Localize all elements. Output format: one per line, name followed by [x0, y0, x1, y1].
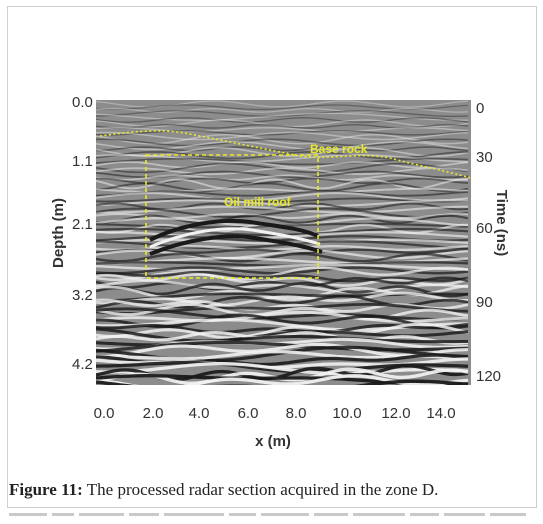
reflection-band: [149, 227, 321, 249]
reflection-band: [96, 199, 469, 207]
time-tick-label: 0: [476, 100, 484, 117]
reflection-band: [96, 161, 469, 169]
reflection-band: [96, 100, 469, 108]
reflection-band: [96, 340, 469, 353]
reflection-band: [96, 131, 469, 141]
oil-mill-roof-box: [145, 154, 319, 279]
reflection-band: [96, 174, 469, 181]
reflection-band: [96, 110, 469, 117]
time-tick-label: 120: [476, 368, 501, 385]
reflection-band: [96, 322, 469, 340]
reflection-band: [96, 162, 469, 174]
reflection-band: [96, 214, 469, 224]
reflection-band: [96, 119, 469, 128]
reflection-band: [96, 281, 469, 298]
time-tick-label: 60: [476, 220, 493, 237]
reflection-band: [96, 112, 469, 121]
reflection-band: [96, 104, 469, 111]
y-axis-right-title: Time (ns): [493, 190, 510, 256]
reflection-band: [96, 108, 469, 113]
reflection-band: [96, 146, 469, 152]
reflection-band: [96, 190, 469, 197]
y-axis-right-ticks: 0 30 60 90 120: [476, 100, 501, 385]
x-axis-title: x (m): [255, 433, 291, 450]
x-tick-label: 0.0: [94, 405, 115, 422]
base-rock-line: [99, 130, 472, 179]
reflection-band: [96, 117, 469, 123]
reflection-band: [96, 207, 469, 219]
reflection-band: [96, 245, 469, 251]
y-tick-label: 3.2: [72, 287, 93, 304]
reflection-band: [96, 197, 469, 203]
reflection-band: [96, 192, 469, 202]
reflection-band: [96, 182, 469, 192]
reflection-band: [96, 302, 469, 315]
time-tick-label: 30: [476, 149, 493, 166]
reflection-band: [149, 218, 319, 242]
radargram-reflections: [96, 100, 469, 385]
reflection-band: [96, 291, 468, 307]
x-axis-ticks: 0.0 2.0 4.0 6.0 8.0 10.0 12.0 14.0: [94, 405, 456, 422]
x-tick-label: 12.0: [381, 405, 410, 422]
reflection-band: [96, 276, 469, 291]
x-tick-label: 2.0: [143, 405, 164, 422]
figure-caption-text: The processed radar section acquired in …: [82, 480, 439, 499]
x-tick-label: 8.0: [286, 405, 307, 422]
reflection-band: [96, 124, 469, 129]
reflection-band: [96, 134, 469, 145]
y-tick-label: 2.1: [72, 216, 93, 233]
reflection-band: [96, 167, 469, 176]
y-axis-left-title: Depth (m): [50, 198, 67, 268]
figure-caption: Figure 11: The processed radar section a…: [9, 480, 539, 500]
reflection-band: [96, 157, 469, 166]
next-text-line-clipped: [9, 513, 534, 524]
reflection-band: [96, 129, 469, 136]
x-tick-label: 14.0: [426, 405, 455, 422]
reflection-band: [96, 147, 469, 157]
y-tick-label: 0.0: [72, 94, 93, 111]
figure-caption-label: Figure 11:: [9, 480, 83, 499]
x-tick-label: 4.0: [189, 405, 210, 422]
reflection-band: [96, 298, 469, 313]
base-rock-label: Base rock: [310, 142, 368, 156]
reflection-band: [96, 141, 469, 151]
time-tick-label: 90: [476, 294, 493, 311]
reflection-band: [96, 374, 469, 385]
reflection-band: [96, 178, 469, 190]
reflection-band: [96, 362, 469, 376]
oil-mill-roof-label: Oil mill roof: [224, 195, 292, 209]
reflection-band: [96, 270, 469, 283]
reflection-band: [96, 138, 469, 147]
x-tick-label: 10.0: [332, 405, 361, 422]
reflection-band: [96, 126, 469, 133]
reflection-band: [96, 266, 469, 282]
reflection-band: [96, 379, 469, 385]
y-tick-label: 4.2: [72, 356, 93, 373]
y-tick-label: 1.1: [72, 153, 93, 170]
y-axis-left-ticks: 0.0 1.1 2.1 3.2 4.2: [72, 94, 93, 373]
reflection-band: [96, 151, 469, 160]
reflection-band: [96, 154, 469, 163]
x-tick-label: 6.0: [238, 405, 259, 422]
reflection-band: [96, 307, 469, 321]
reflection-band: [149, 234, 323, 256]
reflection-band: [96, 252, 469, 263]
